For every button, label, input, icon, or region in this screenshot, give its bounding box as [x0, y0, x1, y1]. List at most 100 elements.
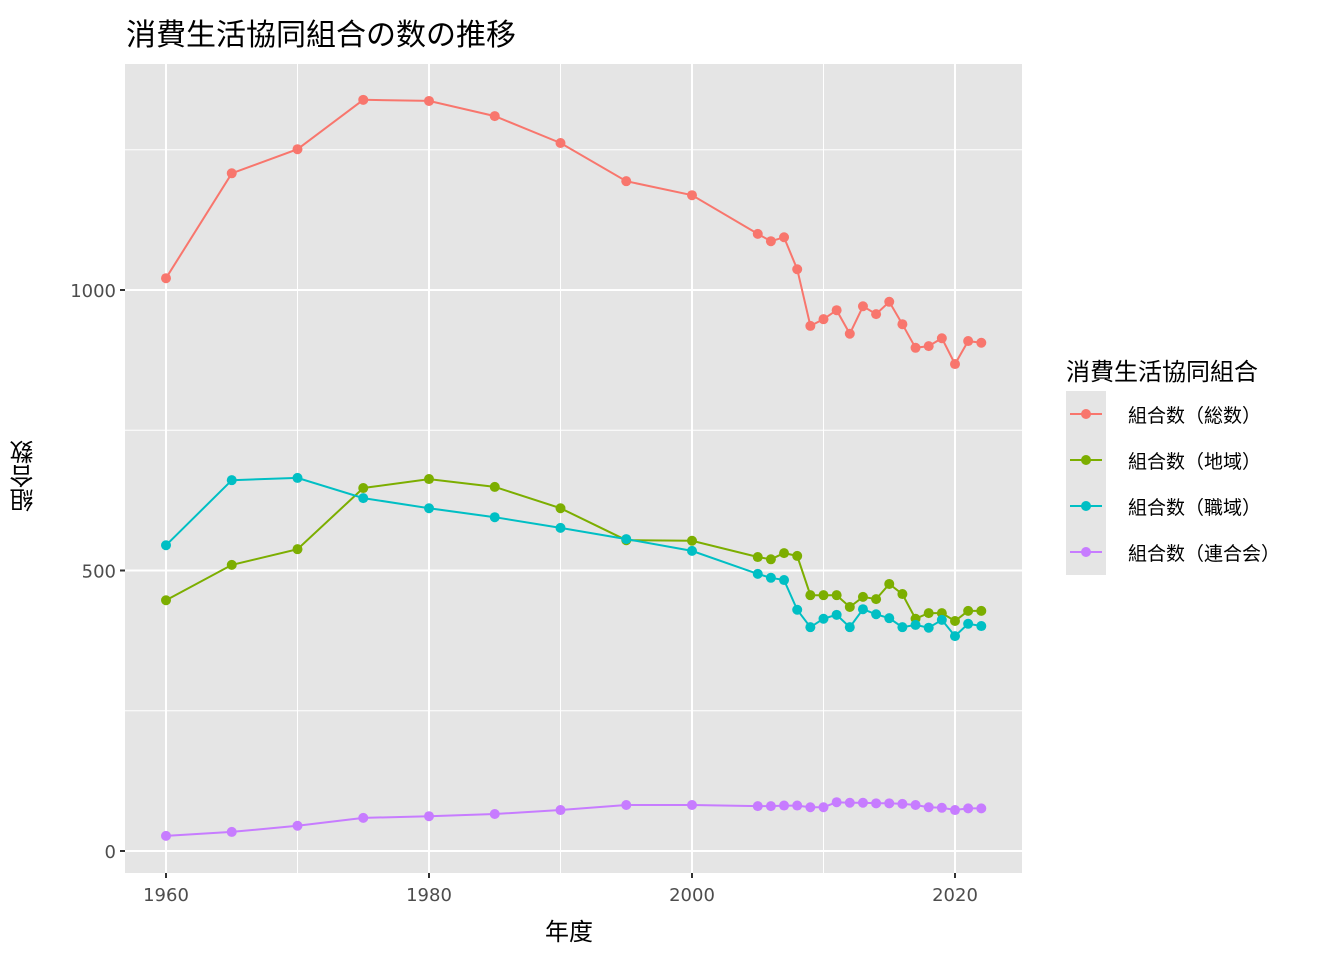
data-point [752, 568, 763, 579]
data-point [792, 604, 803, 615]
data-point [752, 228, 763, 239]
x-tick-label: 1980 [406, 885, 452, 906]
data-point [923, 802, 934, 813]
data-point [161, 273, 171, 284]
data-point [621, 534, 632, 545]
data-point [687, 799, 697, 810]
data-point [897, 319, 908, 330]
data-point [805, 802, 816, 813]
data-point [963, 336, 974, 347]
data-point [358, 812, 369, 823]
data-point [936, 333, 947, 344]
data-point [358, 493, 369, 504]
data-point [963, 803, 974, 814]
data-point [292, 820, 303, 831]
data-point [226, 559, 237, 570]
data-point [910, 342, 921, 353]
series-2 [161, 472, 987, 642]
data-point [424, 503, 434, 514]
data-point [805, 320, 816, 331]
data-point [950, 359, 960, 370]
data-point [831, 305, 842, 316]
data-point [844, 622, 855, 633]
data-point [779, 800, 790, 811]
data-point [818, 314, 829, 325]
data-point [621, 176, 632, 187]
data-point [857, 591, 868, 602]
data-point [621, 799, 632, 810]
data-point [226, 168, 237, 179]
legend-key-icon [1066, 529, 1106, 575]
data-point [950, 631, 960, 642]
data-point [805, 590, 816, 601]
data-point [687, 535, 697, 546]
data-point [963, 605, 974, 616]
data-point [765, 236, 776, 247]
data-point [857, 604, 868, 615]
data-point [779, 548, 790, 559]
series-0 [161, 94, 987, 370]
data-point [936, 802, 947, 813]
data-point [792, 550, 803, 561]
data-point [871, 309, 882, 320]
data-point [779, 575, 790, 586]
data-point [976, 803, 987, 814]
data-point [923, 622, 934, 633]
data-point [884, 613, 895, 624]
y-axis-label: 組合数 [10, 440, 38, 512]
y-tick-label: 500 [82, 562, 116, 583]
data-point [897, 589, 908, 600]
data-point [884, 578, 895, 589]
data-point [950, 805, 960, 816]
data-point [923, 341, 934, 352]
data-point [752, 552, 763, 563]
data-point [424, 811, 434, 822]
y-tick-label: 1000 [70, 281, 116, 302]
data-point [161, 595, 171, 606]
data-point [884, 798, 895, 809]
legend-key-icon [1066, 483, 1106, 529]
data-point [857, 301, 868, 312]
data-point [765, 554, 776, 565]
x-tick-label: 2000 [669, 885, 715, 906]
data-point [792, 800, 803, 811]
data-point [831, 609, 842, 620]
data-point [792, 264, 803, 275]
legend-key-icon [1066, 437, 1106, 483]
data-point [292, 472, 303, 483]
data-point [857, 797, 868, 808]
data-point [555, 138, 566, 149]
legend-item-total: 組合数（総数） [1066, 391, 1280, 437]
data-point [687, 190, 697, 201]
data-point [976, 621, 987, 632]
data-point [226, 826, 237, 837]
data-point [897, 798, 908, 809]
data-point [884, 296, 895, 307]
data-point [871, 798, 882, 809]
data-point [844, 328, 855, 339]
data-point [936, 614, 947, 625]
series-3 [161, 797, 987, 841]
data-point [818, 613, 829, 624]
data-point [226, 475, 237, 486]
data-point [424, 95, 434, 106]
legend-item-workplace: 組合数（職域） [1066, 483, 1280, 529]
plot-panel [125, 64, 1022, 873]
legend-item-federation: 組合数（連合会） [1066, 529, 1280, 575]
x-axis-label: 年度 [545, 918, 593, 946]
data-point [963, 618, 974, 629]
data-point [976, 605, 987, 616]
data-point [358, 483, 369, 494]
data-point [489, 481, 500, 492]
data-point [950, 615, 960, 626]
data-point [844, 797, 855, 808]
data-point [424, 474, 434, 485]
data-point [687, 545, 697, 556]
data-point [871, 609, 882, 620]
data-point [871, 594, 882, 605]
data-point [292, 544, 303, 555]
chart-title: 消費生活協同組合の数の推移 [126, 18, 516, 53]
legend-key-icon [1066, 391, 1106, 437]
data-point [752, 801, 763, 812]
